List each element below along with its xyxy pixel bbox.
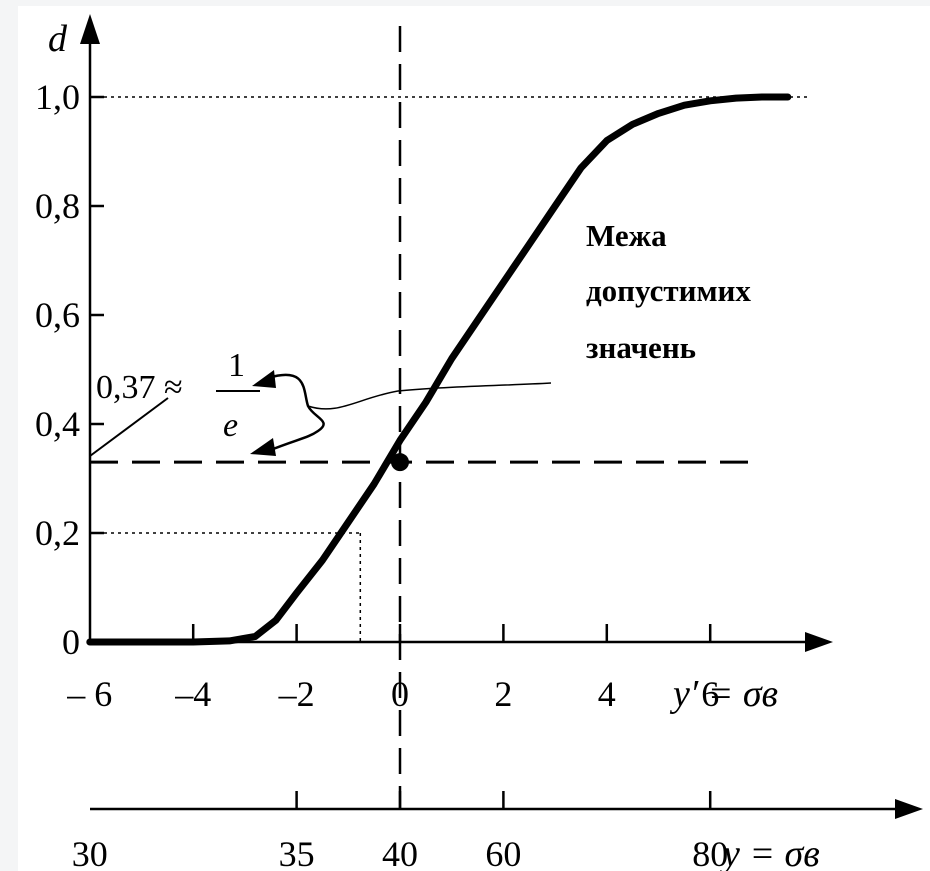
x2-tick-label-0: 30 — [72, 834, 108, 871]
x2-axis-label: y = σв — [719, 833, 820, 871]
limit-label: Межа допустимих значень — [586, 218, 751, 365]
chart-stage: 00,20,40,60,81,0 – 6–4–20246 3035406080 … — [18, 6, 930, 871]
series-curve — [86, 93, 792, 646]
y-tick-label-2: 0,4 — [35, 404, 80, 444]
brace-curve — [267, 373, 325, 453]
y-tick-label-5: 1,0 — [35, 77, 80, 117]
y-tick-label-3: 0,6 — [35, 295, 80, 335]
brace-arrow-bottom — [250, 438, 276, 456]
limit-label-line-3: значень — [586, 330, 696, 365]
y-axis-label: d — [48, 18, 68, 60]
y-tick-label-0: 0 — [62, 622, 80, 662]
y-ticks: 0 0,2 0,4 0,6 0,8 1,0 — [35, 77, 104, 662]
intersection-marker — [391, 453, 409, 472]
y-axis-arrow — [80, 14, 100, 44]
x-ticks: – 6–4–20246 — [66, 624, 719, 714]
brace-arrow-top — [252, 370, 276, 388]
x-tick-label-0: – 6 — [66, 674, 112, 714]
chart-svg: 00,20,40,60,81,0 – 6–4–20246 3035406080 … — [35, 14, 923, 871]
fraction-numerator: 1 — [228, 347, 245, 384]
limit-pointer-line — [307, 382, 552, 410]
reference-lines — [90, 26, 808, 809]
x2-axis-arrow — [895, 799, 923, 819]
x-tick-label-5: 4 — [598, 674, 616, 714]
limit-label-line-2: допустимих — [586, 273, 751, 308]
y-tick-label-4: 0,8 — [35, 186, 80, 226]
x2-tick-label-4: 80 — [692, 834, 728, 871]
x-axis-label: y′ = σв — [669, 673, 778, 715]
approx-annotation: 0,37 ≈ 1 e — [89, 347, 552, 457]
x2-tick-label-1: 35 — [279, 834, 315, 871]
approx-leader-line — [89, 397, 169, 457]
limit-label-line-1: Межа — [586, 218, 667, 253]
x2-ticks: 30 35 40 60 80 — [72, 791, 728, 871]
x-tick-label-2: –2 — [278, 674, 315, 714]
fraction-denominator: e — [223, 407, 238, 444]
approx-value-label: 0,37 ≈ — [96, 369, 183, 406]
x2-tick-label-2: 40 — [382, 834, 418, 871]
y-tick-label-1: 0,2 — [35, 513, 80, 553]
x-tick-label-6: 6 — [701, 674, 719, 714]
x-tick-label-4: 2 — [494, 674, 512, 714]
x2-tick-label-3: 60 — [485, 834, 521, 871]
x-tick-label-1: –4 — [174, 674, 211, 714]
x-axis-arrow — [805, 632, 833, 652]
